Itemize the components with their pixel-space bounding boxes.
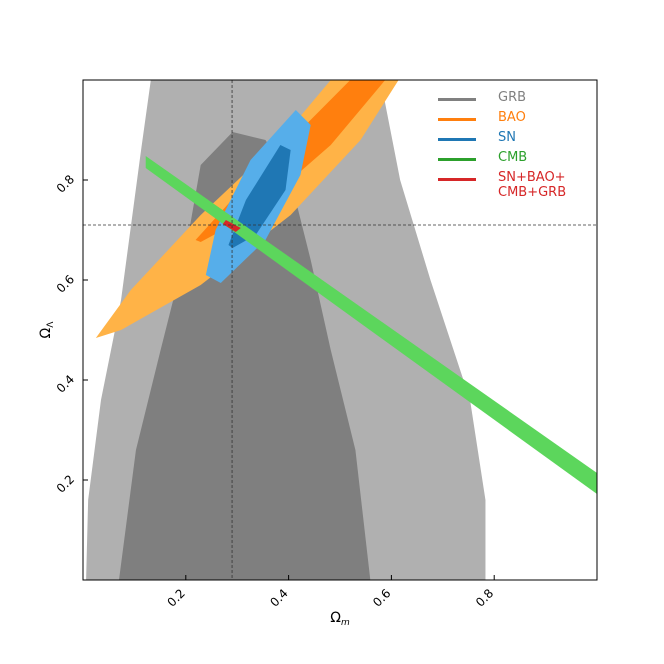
y-tick-label: 0.6 <box>54 272 77 295</box>
plot-frame <box>82 79 598 581</box>
legend-item: GRB <box>438 90 566 105</box>
y-label-subscript: Λ <box>46 321 56 328</box>
legend-item: BAO <box>438 110 566 125</box>
x-label-subscript: m <box>341 618 350 628</box>
legend-swatch <box>438 178 476 181</box>
legend-item: CMB <box>438 150 566 165</box>
confidence-region <box>228 145 291 248</box>
confidence-region <box>118 132 371 580</box>
y-tick-label: 0.2 <box>54 472 77 495</box>
x-label-symbol: Ω <box>330 610 341 626</box>
legend-label: SN <box>498 130 516 145</box>
x-tick-label: 0.4 <box>267 586 290 609</box>
legend: GRB BAO SN CMB SN+BAO+ CMB+GRB <box>438 90 566 205</box>
legend-swatch <box>438 118 476 121</box>
legend-label: SN+BAO+ CMB+GRB <box>498 170 567 200</box>
x-tick-label: 0.6 <box>370 586 393 609</box>
legend-swatch <box>438 98 476 101</box>
confidence-region <box>145 156 597 494</box>
legend-label: BAO <box>498 110 526 125</box>
x-tick-label: 0.2 <box>165 586 188 609</box>
plot-area <box>86 80 597 580</box>
x-axis-label: Ωm <box>330 610 350 628</box>
legend-swatch <box>438 158 476 161</box>
y-label-symbol: Ω <box>38 327 54 338</box>
legend-item: SN <box>438 130 566 145</box>
y-axis-label: ΩΛ <box>38 321 56 339</box>
legend-label: CMB <box>498 150 528 165</box>
y-tick-label: 0.8 <box>54 172 77 195</box>
legend-item: SN+BAO+ CMB+GRB <box>438 170 566 200</box>
legend-label: GRB <box>498 90 527 105</box>
y-tick-label: 0.4 <box>54 372 77 395</box>
legend-swatch <box>438 138 476 141</box>
x-tick-label: 0.8 <box>473 586 496 609</box>
